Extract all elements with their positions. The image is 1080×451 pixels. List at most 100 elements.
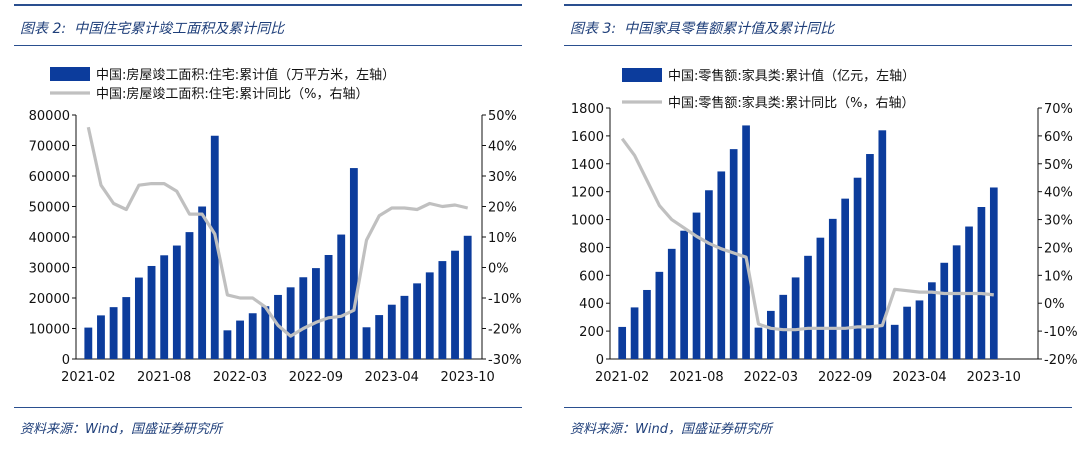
figure-title: 图表 3: 中国家具零售额累计值及累计同比 — [570, 18, 834, 38]
left-tick-label: 60000 — [29, 170, 70, 185]
right-tick-label: 30% — [488, 170, 517, 185]
x-tick-label: 2022-03 — [213, 370, 267, 385]
bar — [667, 248, 676, 359]
bottom-rule — [14, 407, 522, 408]
right-tick-label: 0% — [1044, 297, 1065, 312]
bar — [816, 237, 825, 359]
bar — [705, 190, 713, 359]
right-tick-label: -10% — [488, 292, 522, 307]
bar — [742, 125, 750, 359]
bar — [185, 232, 194, 359]
x-tick-label: 2022-09 — [289, 370, 343, 385]
bar — [223, 330, 232, 359]
right-tick-label: 70% — [1044, 102, 1073, 117]
left-tick-label: 1600 — [571, 130, 604, 145]
title-rule — [14, 45, 522, 46]
bar — [109, 307, 118, 359]
bar — [198, 206, 207, 359]
top-rule — [564, 4, 1072, 6]
bar — [312, 268, 320, 359]
right-tick-label: 50% — [1044, 158, 1073, 173]
left-tick-label: 80000 — [29, 109, 70, 124]
bar — [286, 287, 295, 359]
bar — [940, 262, 949, 359]
right-tick-label: -20% — [1044, 353, 1078, 368]
bar — [989, 187, 998, 359]
legend-bar-label: 中国:零售额:家具类:累计值（亿元，左轴） — [668, 68, 915, 84]
bar — [692, 212, 701, 359]
top-rule — [14, 4, 522, 6]
bar — [630, 307, 639, 359]
bar — [261, 306, 270, 359]
left-tick-label: 40000 — [29, 231, 70, 246]
x-tick-label: 2021-08 — [137, 370, 191, 385]
left-tick-label: 70000 — [29, 140, 70, 155]
figure-label: 图表 2: — [20, 21, 67, 37]
x-tick-label: 2023-04 — [892, 370, 946, 385]
bar — [387, 304, 396, 359]
x-tick-label: 2021-08 — [669, 370, 723, 385]
bar — [717, 171, 726, 359]
right-tick-label: 0% — [488, 262, 509, 277]
source-note: 资料来源：Wind，国盛证券研究所 — [20, 422, 222, 437]
furniture-retail-chart: 0 200 400 600 800 1000 1200 1400 1600 1800 -20% -10… — [571, 68, 1078, 385]
left-tick-label: 1200 — [571, 186, 604, 201]
bar — [828, 218, 837, 359]
bar — [866, 154, 874, 359]
left-tick-label: 600 — [579, 269, 604, 284]
left-tick-label: 200 — [579, 325, 604, 340]
x-tick-label: 2021-02 — [61, 370, 115, 385]
bar — [779, 294, 788, 359]
bar — [928, 282, 936, 359]
bar — [400, 295, 409, 359]
bar — [977, 207, 986, 359]
figure-title: 图表 2: 中国住宅累计竣工面积及累计同比 — [20, 18, 284, 38]
right-tick-label: 40% — [488, 140, 517, 155]
left-tick-label: 10000 — [29, 323, 70, 338]
bar — [878, 130, 887, 359]
bar — [425, 272, 434, 359]
bar — [299, 277, 308, 359]
bar — [375, 315, 384, 359]
figure-title-text: 中国住宅累计竣工面积及累计同比 — [74, 21, 285, 37]
bar — [680, 230, 688, 359]
left-tick-label: 800 — [579, 241, 604, 256]
right-tick-label: 40% — [1044, 186, 1073, 201]
right-tick-label: -10% — [1044, 325, 1078, 340]
bar — [618, 326, 627, 359]
bar — [655, 271, 664, 359]
bar — [952, 245, 961, 359]
right-tick-label: 30% — [1044, 214, 1073, 229]
bar — [248, 313, 257, 359]
bar — [349, 168, 358, 359]
x-tick-label: 2022-03 — [744, 370, 798, 385]
right-tick-label: 10% — [1044, 269, 1073, 284]
bar — [413, 283, 422, 359]
legend-bar-label: 中国:房屋竣工面积:住宅:累计值（万平方米，左轴） — [96, 67, 395, 83]
bar — [84, 327, 93, 359]
series-line — [86, 126, 469, 338]
bar — [451, 250, 459, 359]
figure-label: 图表 3: — [570, 21, 617, 37]
bar — [362, 327, 371, 359]
left-tick-label: 0 — [596, 353, 604, 368]
left-tick-label: 30000 — [29, 262, 70, 277]
bar — [134, 277, 143, 359]
bar — [804, 255, 812, 359]
legend-line-label: 中国:零售额:家具类:累计同比（%，右轴） — [668, 95, 915, 111]
x-tick-label: 2021-02 — [595, 370, 649, 385]
figure-title-text: 中国家具零售额累计值及累计同比 — [624, 21, 835, 37]
left-tick-label: 1800 — [571, 102, 604, 117]
bar — [841, 198, 850, 359]
bar — [890, 324, 899, 359]
bar — [122, 297, 131, 359]
right-tick-label: -30% — [488, 353, 522, 368]
right-tick-label: 10% — [488, 231, 517, 246]
series-line — [620, 137, 994, 332]
bottom-rule — [564, 407, 1072, 408]
housing-completion-chart: 0 10000 20000 30000 40000 50000 60000 70000 8000… — [29, 67, 522, 385]
left-tick-label: 400 — [579, 297, 604, 312]
left-tick-label: 20000 — [29, 292, 70, 307]
legend-line-label: 中国:房屋竣工面积:住宅:累计同比（%，右轴） — [96, 86, 369, 102]
left-tick-label: 1000 — [571, 214, 604, 229]
